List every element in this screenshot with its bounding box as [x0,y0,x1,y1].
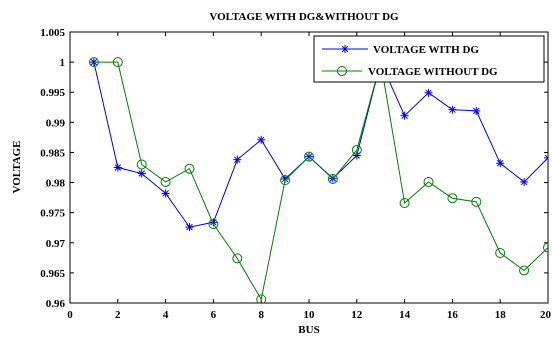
data-point-star [472,107,480,115]
x-tick-label: 8 [258,309,264,321]
data-point-star [233,156,241,164]
x-tick-label: 18 [495,309,507,321]
y-tick-label: 0.995 [40,87,65,99]
x-tick-label: 2 [115,309,121,321]
data-point-star [257,136,265,144]
data-point-star [496,159,504,167]
y-tick-label: 0.965 [40,268,65,280]
x-tick-label: 12 [351,309,363,321]
y-tick-label: 1.005 [40,27,65,39]
legend-label-with-dg: VOLTAGE WITH DG [373,44,479,56]
x-tick-label: 10 [304,309,316,321]
data-point-star [520,178,528,186]
y-tick-label: 0.99 [46,117,66,129]
data-point-star [544,154,552,162]
x-tick-label: 16 [447,309,459,321]
legend-label-without-dg: VOLTAGE WITHOUT DG [368,66,498,78]
data-point-star [114,164,122,172]
y-tick-label: 0.985 [40,147,65,159]
y-tick-label: 0.975 [40,208,65,220]
data-point-star [425,89,433,97]
x-axis-label: BUS [298,324,319,336]
legend-star-glyph [341,45,349,53]
x-tick-label: 14 [399,309,411,321]
data-point-star [186,223,194,231]
y-axis-label: VOLTAGE [11,141,23,194]
legend-star-marker [341,45,349,53]
x-tick-label: 0 [67,309,73,321]
legend: VOLTAGE WITH DG VOLTAGE WITHOUT DG [314,36,544,82]
chart-title: VOLTAGE WITH DG&WITHOUT DG [209,11,399,23]
x-tick-label: 6 [211,309,217,321]
x-tick-label: 20 [540,309,552,321]
data-point-star [448,106,456,114]
y-tick-label: 1 [60,57,66,69]
y-tick-label: 0.98 [46,178,66,190]
y-tick-label: 0.97 [46,238,66,250]
x-tick-label: 4 [163,309,169,321]
data-point-star [162,189,170,197]
data-point-star [401,112,409,120]
y-tick-label: 0.96 [46,298,66,310]
data-point-star [138,170,146,178]
